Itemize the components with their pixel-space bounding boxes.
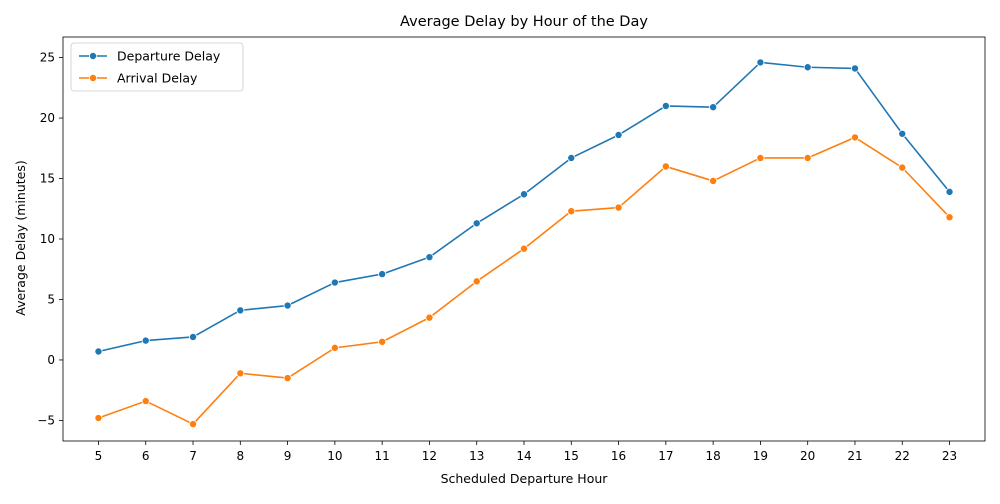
data-point <box>330 278 339 287</box>
data-point <box>756 153 765 162</box>
x-axis: 5 6 7 8 9 10 11 12 13 14 15 16 17 18 19 20 21 22 23 <box>95 441 957 463</box>
x-axis-title: Scheduled Departure Hour <box>441 471 609 486</box>
x-tick-label: 17 <box>658 449 673 463</box>
data-point <box>425 313 434 322</box>
x-tick-label: 14 <box>516 449 531 463</box>
plot-frame <box>62 36 986 442</box>
data-point <box>850 133 859 142</box>
data-point <box>898 129 907 138</box>
data-point <box>236 306 245 315</box>
data-point <box>283 374 292 383</box>
legend-marker <box>89 74 98 83</box>
data-point <box>850 64 859 73</box>
data-point <box>709 176 718 185</box>
x-tick-label: 22 <box>895 449 910 463</box>
x-tick-label: 10 <box>327 449 342 463</box>
data-point <box>94 414 103 423</box>
data-point <box>283 301 292 310</box>
data-point <box>141 336 150 345</box>
legend-box <box>70 42 244 92</box>
data-point <box>661 101 670 110</box>
data-point <box>614 130 623 139</box>
legend-marker <box>89 52 98 61</box>
y-tick-label: 15 <box>40 172 55 186</box>
x-tick-label: 16 <box>611 449 626 463</box>
data-point <box>945 213 954 222</box>
legend-label: Arrival Delay <box>117 71 198 86</box>
x-tick-label: 15 <box>564 449 579 463</box>
data-point <box>378 337 387 346</box>
data-point <box>520 244 529 253</box>
data-point <box>614 203 623 212</box>
data-point <box>803 63 812 72</box>
y-tick-label: 25 <box>40 51 55 65</box>
data-point <box>378 270 387 279</box>
data-point <box>94 347 103 356</box>
x-tick-label: 19 <box>753 449 768 463</box>
plot-area <box>94 58 954 429</box>
x-tick-label: 8 <box>236 449 244 463</box>
y-tick-label: 10 <box>40 232 55 246</box>
x-tick-label: 7 <box>189 449 197 463</box>
legend-label: Departure Delay <box>117 49 221 64</box>
data-point <box>472 219 481 228</box>
data-point <box>898 163 907 172</box>
data-point <box>330 343 339 352</box>
data-point <box>141 397 150 406</box>
series-line <box>98 61 951 353</box>
data-point <box>661 162 670 171</box>
y-axis: −5 0 5 10 15 20 25 <box>37 51 63 427</box>
x-tick-label: 9 <box>284 449 292 463</box>
x-tick-label: 18 <box>705 449 720 463</box>
data-point <box>425 253 434 262</box>
series-line <box>98 136 951 425</box>
series-departure-delay <box>94 58 954 356</box>
data-point <box>472 277 481 286</box>
x-tick-label: 12 <box>422 449 437 463</box>
y-tick-label: 0 <box>47 353 55 367</box>
chart-title: Average Delay by Hour of the Day <box>400 14 648 30</box>
data-point <box>520 190 529 199</box>
y-axis-title: Average Delay (minutes) <box>13 160 28 315</box>
data-point <box>567 153 576 162</box>
data-point <box>803 153 812 162</box>
x-tick-label: 23 <box>942 449 957 463</box>
x-tick-label: 11 <box>375 449 390 463</box>
data-point <box>709 103 718 112</box>
x-tick-label: 13 <box>469 449 484 463</box>
data-point <box>567 207 576 216</box>
y-tick-label: 5 <box>47 292 55 306</box>
x-tick-label: 6 <box>142 449 150 463</box>
data-point <box>756 58 765 67</box>
data-point <box>945 187 954 196</box>
legend: Departure Delay Arrival Delay <box>70 42 244 92</box>
y-tick-label: 20 <box>40 111 55 125</box>
y-tick-label: −5 <box>37 413 55 427</box>
series-arrival-delay <box>94 133 954 429</box>
data-point <box>236 369 245 378</box>
data-point <box>189 332 198 341</box>
x-tick-label: 20 <box>800 449 815 463</box>
x-tick-label: 21 <box>847 449 862 463</box>
x-tick-label: 5 <box>95 449 103 463</box>
data-point <box>189 420 198 429</box>
